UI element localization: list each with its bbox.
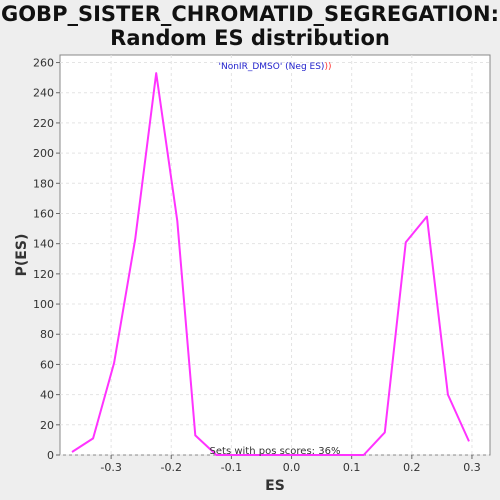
series-layer	[71, 72, 470, 456]
chart-title-line2: Random ES distribution	[110, 26, 390, 50]
series-line	[71, 72, 470, 456]
y-tick-label: 220	[33, 117, 54, 130]
y-tick-label: 160	[33, 207, 54, 220]
axes: 0 20 40 60 80 100 120 140 160 180 200 220 240 260 -0.3…	[33, 57, 481, 474]
x-tick-label: -0.3	[100, 461, 121, 474]
x-axis-label: ES	[265, 478, 285, 494]
positive-scores-note: Sets with pos scores: 36%	[210, 446, 341, 457]
legend-suffix: ))	[324, 62, 331, 72]
plot-background	[59, 54, 491, 456]
legend-series-text: 'NonIR_DMSO' (Neg ES)	[219, 62, 325, 72]
y-tick-label: 240	[33, 87, 54, 100]
y-tick-label: 180	[33, 177, 54, 190]
y-tick-label: 80	[40, 328, 54, 341]
x-tick-label: 0.2	[403, 461, 421, 474]
x-tick-label: 0.3	[463, 461, 481, 474]
y-tick-label: 200	[33, 147, 54, 160]
y-tick-label: 20	[40, 419, 54, 432]
y-tick-label: 0	[47, 449, 54, 462]
y-tick-label: 40	[40, 389, 54, 402]
y-axis-label: P(ES)	[14, 234, 30, 277]
grid-lines	[60, 55, 490, 456]
y-tick-label: 100	[33, 298, 54, 311]
chart-title-line1: GOBP_SISTER_CHROMATID_SEGREGATION:	[0, 2, 500, 26]
x-tick-label: -0.1	[221, 461, 242, 474]
x-tick-label: 0.0	[283, 461, 301, 474]
legend: 'NonIR_DMSO' (Neg ES)))	[219, 62, 332, 72]
x-tick-label: -0.2	[161, 461, 182, 474]
y-tick-label: 140	[33, 238, 54, 251]
y-tick-label: 120	[33, 268, 54, 281]
x-tick-label: 0.1	[343, 461, 361, 474]
y-tick-label: 60	[40, 358, 54, 371]
y-tick-label: 260	[33, 57, 54, 70]
